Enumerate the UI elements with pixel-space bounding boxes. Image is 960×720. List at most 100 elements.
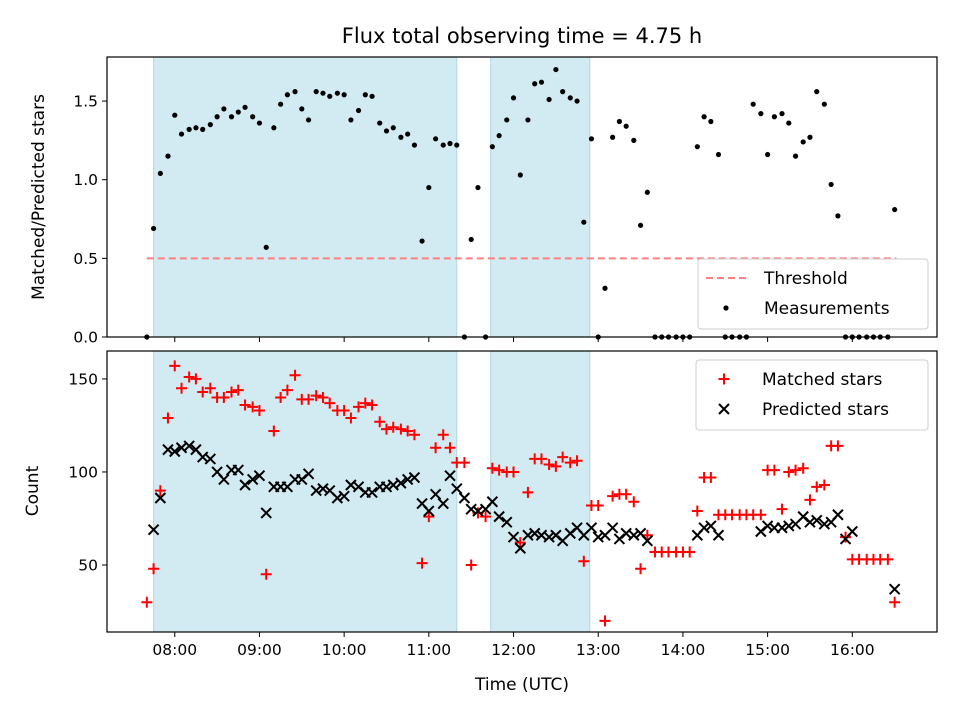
matched-star-marker xyxy=(310,390,322,402)
matched-star-marker xyxy=(324,397,336,409)
predicted-star-marker xyxy=(366,486,378,499)
predicted-star-marker xyxy=(169,445,181,458)
count-axes-frame xyxy=(106,350,938,633)
measurement-point xyxy=(468,236,474,243)
count-y-axis-label: Count xyxy=(23,465,43,516)
matched-star-marker xyxy=(239,399,251,411)
measurement-point xyxy=(828,181,834,188)
measurement-point xyxy=(560,89,566,95)
observing-interval-shade xyxy=(153,350,458,633)
matched-star-marker xyxy=(281,384,293,396)
matched-star-marker xyxy=(522,486,534,498)
matched-star-marker xyxy=(557,451,569,463)
measurement-point xyxy=(567,95,573,101)
time-x-tick-label: 10:00 xyxy=(322,641,367,659)
measurement-point xyxy=(341,92,347,98)
predicted-star-marker xyxy=(317,483,329,495)
measurement-point xyxy=(398,134,404,140)
matched-star-marker xyxy=(416,557,428,569)
matched-star-marker xyxy=(620,488,632,500)
measurement-point xyxy=(419,238,425,244)
measurement-point xyxy=(708,118,714,125)
predicted-star-marker xyxy=(888,583,901,595)
ratio-y-tick-label: 0.0 xyxy=(73,329,98,347)
time-x-tick-label: 09:00 xyxy=(237,641,282,659)
matched-star-marker xyxy=(380,423,392,435)
ratio-y-tick-label: 0.5 xyxy=(73,250,98,268)
matched-star-marker xyxy=(359,397,371,409)
matched-star-marker xyxy=(395,423,407,435)
matched-star-marker xyxy=(317,392,329,404)
measurement-point xyxy=(546,96,552,103)
measurement-point xyxy=(334,90,340,96)
matched-star-marker xyxy=(247,401,259,413)
measurement-point xyxy=(214,114,220,120)
ratio-axes-frame xyxy=(106,56,938,338)
matched-stars-points xyxy=(141,360,901,627)
matched-star-marker xyxy=(882,553,894,565)
measurement-point xyxy=(405,131,411,137)
predicted-star-marker xyxy=(543,531,555,543)
matched-star-marker xyxy=(204,382,216,394)
measurement-point xyxy=(517,172,523,178)
predicted-star-marker xyxy=(437,497,449,510)
matched-star-marker xyxy=(790,464,802,476)
predicted-star-marker xyxy=(486,496,499,508)
matched-star-marker xyxy=(832,440,844,452)
time-x-ticks: 08:00 09:00 10:00 11:00 12:00 13:00 14:00 15:00… xyxy=(152,632,875,659)
matched-star-marker xyxy=(226,386,237,398)
measurement-point xyxy=(150,225,157,232)
predicted-star-marker xyxy=(147,523,160,536)
measurement-point xyxy=(750,101,756,107)
predicted-star-marker xyxy=(260,507,272,519)
predicted-star-marker xyxy=(183,440,195,452)
predicted-star-marker xyxy=(641,535,654,547)
measurement-point xyxy=(250,114,256,120)
measurement-point xyxy=(792,153,799,159)
matched-star-marker xyxy=(486,462,498,474)
measurement-point xyxy=(771,114,777,120)
measurement-points xyxy=(144,66,898,340)
measurement-point xyxy=(715,151,722,158)
measurement-point xyxy=(532,81,538,87)
measurement-point xyxy=(510,95,517,101)
predicted-star-marker xyxy=(811,514,823,527)
measurement-point xyxy=(637,222,644,228)
measurement-point xyxy=(271,125,277,131)
legend-predicted-swatch xyxy=(718,403,730,415)
measurement-point xyxy=(157,170,163,177)
time-x-axis-label: Time (UTC) xyxy=(474,675,569,695)
predicted-star-marker xyxy=(804,516,816,528)
predicted-star-marker xyxy=(246,473,259,486)
legend-matched-swatch xyxy=(718,373,730,385)
matched-star-marker xyxy=(607,490,619,502)
measurement-point xyxy=(610,134,616,140)
measurement-point xyxy=(390,125,396,131)
matched-star-marker xyxy=(804,494,816,506)
matched-star-marker xyxy=(197,386,209,398)
matched-star-marker xyxy=(840,531,852,543)
matched-star-marker xyxy=(599,615,611,627)
matched-star-marker xyxy=(275,392,287,404)
matched-star-marker xyxy=(889,596,901,608)
measurement-point xyxy=(504,117,510,123)
matched-star-marker xyxy=(564,457,576,469)
measurement-point xyxy=(193,125,199,131)
measurement-point xyxy=(263,244,269,250)
matched-star-marker xyxy=(268,425,280,437)
measurement-point xyxy=(292,89,298,95)
matched-star-marker xyxy=(578,555,590,567)
predicted-star-marker xyxy=(204,453,217,465)
measurement-point xyxy=(278,101,284,107)
matched-star-marker xyxy=(430,442,442,454)
predicted-star-marker xyxy=(493,510,505,523)
ratio-y-tick-label: 1.0 xyxy=(73,171,98,189)
matched-star-marker xyxy=(493,464,505,476)
matched-star-marker xyxy=(776,503,788,515)
matched-star-marker xyxy=(755,509,767,521)
measurement-point xyxy=(447,140,453,147)
matched-star-marker xyxy=(458,457,470,469)
predicted-star-marker xyxy=(705,520,717,532)
time-x-tick-label: 16:00 xyxy=(830,641,875,659)
measurement-point xyxy=(440,142,446,148)
